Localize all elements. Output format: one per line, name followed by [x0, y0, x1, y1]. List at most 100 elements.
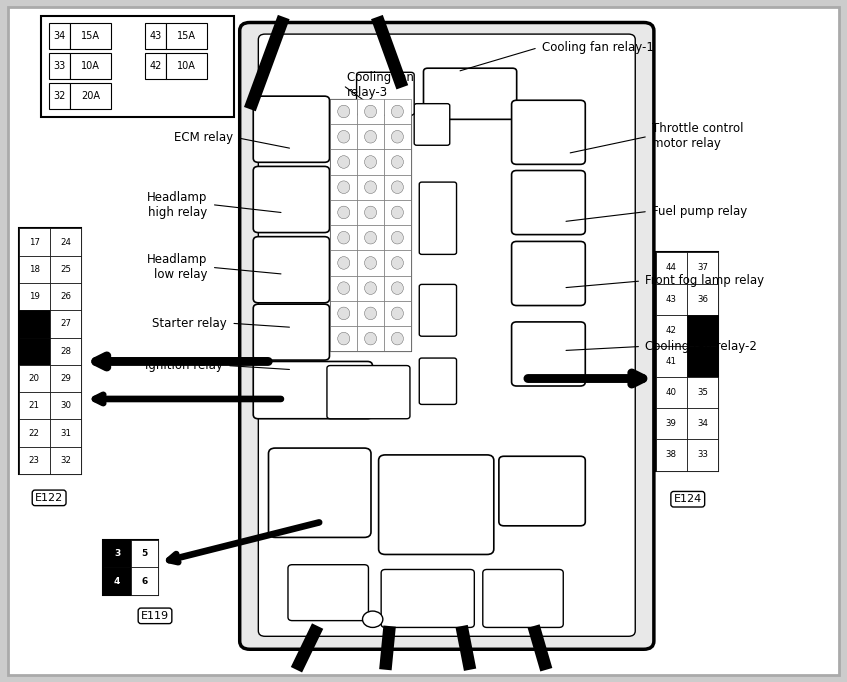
Text: Cooling fan relay-1: Cooling fan relay-1: [542, 41, 654, 55]
Text: 5: 5: [141, 549, 147, 559]
Ellipse shape: [338, 231, 350, 244]
Bar: [19, 256, 50, 283]
FancyBboxPatch shape: [381, 569, 474, 627]
Bar: [384, 301, 411, 326]
Text: 44: 44: [666, 263, 677, 272]
Bar: [384, 200, 411, 225]
Bar: [49, 53, 70, 79]
Bar: [656, 252, 687, 284]
Text: 30: 30: [60, 401, 71, 411]
FancyBboxPatch shape: [357, 72, 414, 115]
Bar: [330, 200, 357, 225]
Bar: [330, 99, 357, 124]
Bar: [103, 540, 131, 567]
Bar: [19, 419, 50, 447]
Ellipse shape: [391, 155, 403, 168]
Ellipse shape: [364, 282, 377, 295]
FancyBboxPatch shape: [268, 448, 371, 537]
Bar: [656, 439, 687, 471]
Text: 6: 6: [141, 576, 147, 586]
Text: Ignition relay: Ignition relay: [145, 359, 223, 372]
Bar: [357, 124, 384, 149]
Ellipse shape: [391, 307, 403, 320]
Ellipse shape: [391, 105, 403, 118]
Ellipse shape: [364, 231, 377, 244]
FancyBboxPatch shape: [419, 284, 457, 336]
Bar: [656, 314, 687, 346]
Bar: [50, 256, 81, 283]
Bar: [19, 365, 50, 392]
Ellipse shape: [391, 256, 403, 269]
Text: 36: 36: [697, 295, 708, 303]
Ellipse shape: [364, 155, 377, 168]
FancyBboxPatch shape: [483, 569, 563, 627]
FancyBboxPatch shape: [253, 304, 329, 360]
Text: E119: E119: [141, 611, 169, 621]
Text: 37: 37: [697, 263, 708, 272]
Bar: [49, 23, 70, 49]
Text: 26: 26: [60, 292, 71, 301]
FancyBboxPatch shape: [240, 23, 654, 649]
Bar: [330, 175, 357, 200]
Bar: [687, 284, 718, 314]
Ellipse shape: [338, 256, 350, 269]
Text: Cooling fan
relay-3: Cooling fan relay-3: [347, 71, 414, 100]
Bar: [166, 53, 207, 79]
Bar: [687, 409, 718, 439]
Bar: [330, 225, 357, 250]
Bar: [166, 23, 207, 49]
Text: 34: 34: [697, 419, 708, 428]
Text: 34: 34: [53, 31, 66, 41]
Ellipse shape: [364, 181, 377, 194]
Bar: [384, 175, 411, 200]
Bar: [19, 447, 50, 474]
Bar: [656, 409, 687, 439]
Bar: [687, 252, 718, 284]
Bar: [357, 175, 384, 200]
Bar: [50, 338, 81, 365]
Bar: [19, 228, 50, 256]
Bar: [384, 276, 411, 301]
Bar: [19, 283, 50, 310]
Text: 20A: 20A: [81, 91, 100, 101]
Ellipse shape: [364, 105, 377, 118]
Bar: [19, 338, 50, 365]
Ellipse shape: [364, 307, 377, 320]
Ellipse shape: [364, 256, 377, 269]
FancyBboxPatch shape: [512, 241, 585, 306]
Text: 31: 31: [60, 428, 71, 438]
FancyBboxPatch shape: [258, 34, 635, 636]
Bar: [384, 149, 411, 175]
Bar: [687, 439, 718, 471]
Bar: [103, 540, 158, 595]
Text: Fuel pump relay: Fuel pump relay: [652, 205, 747, 218]
Ellipse shape: [338, 181, 350, 194]
Text: 24: 24: [60, 237, 71, 247]
Bar: [130, 567, 158, 595]
Text: 20: 20: [29, 374, 40, 383]
FancyBboxPatch shape: [512, 100, 585, 164]
Bar: [330, 301, 357, 326]
Bar: [130, 540, 158, 567]
Ellipse shape: [391, 181, 403, 194]
FancyBboxPatch shape: [253, 166, 329, 233]
Bar: [656, 377, 687, 409]
Bar: [330, 326, 357, 351]
Bar: [49, 83, 70, 109]
Bar: [384, 326, 411, 351]
Text: E122: E122: [35, 493, 64, 503]
Bar: [145, 53, 166, 79]
Text: 32: 32: [60, 456, 71, 465]
Bar: [70, 83, 111, 109]
Text: 28: 28: [60, 346, 71, 356]
Bar: [687, 346, 718, 377]
Bar: [50, 392, 81, 419]
Text: 25: 25: [60, 265, 71, 274]
Text: 32: 32: [53, 91, 66, 101]
Text: 4: 4: [113, 576, 120, 586]
FancyBboxPatch shape: [512, 322, 585, 386]
Text: 17: 17: [29, 237, 40, 247]
FancyBboxPatch shape: [288, 565, 368, 621]
Text: 42: 42: [149, 61, 162, 71]
Bar: [50, 365, 81, 392]
